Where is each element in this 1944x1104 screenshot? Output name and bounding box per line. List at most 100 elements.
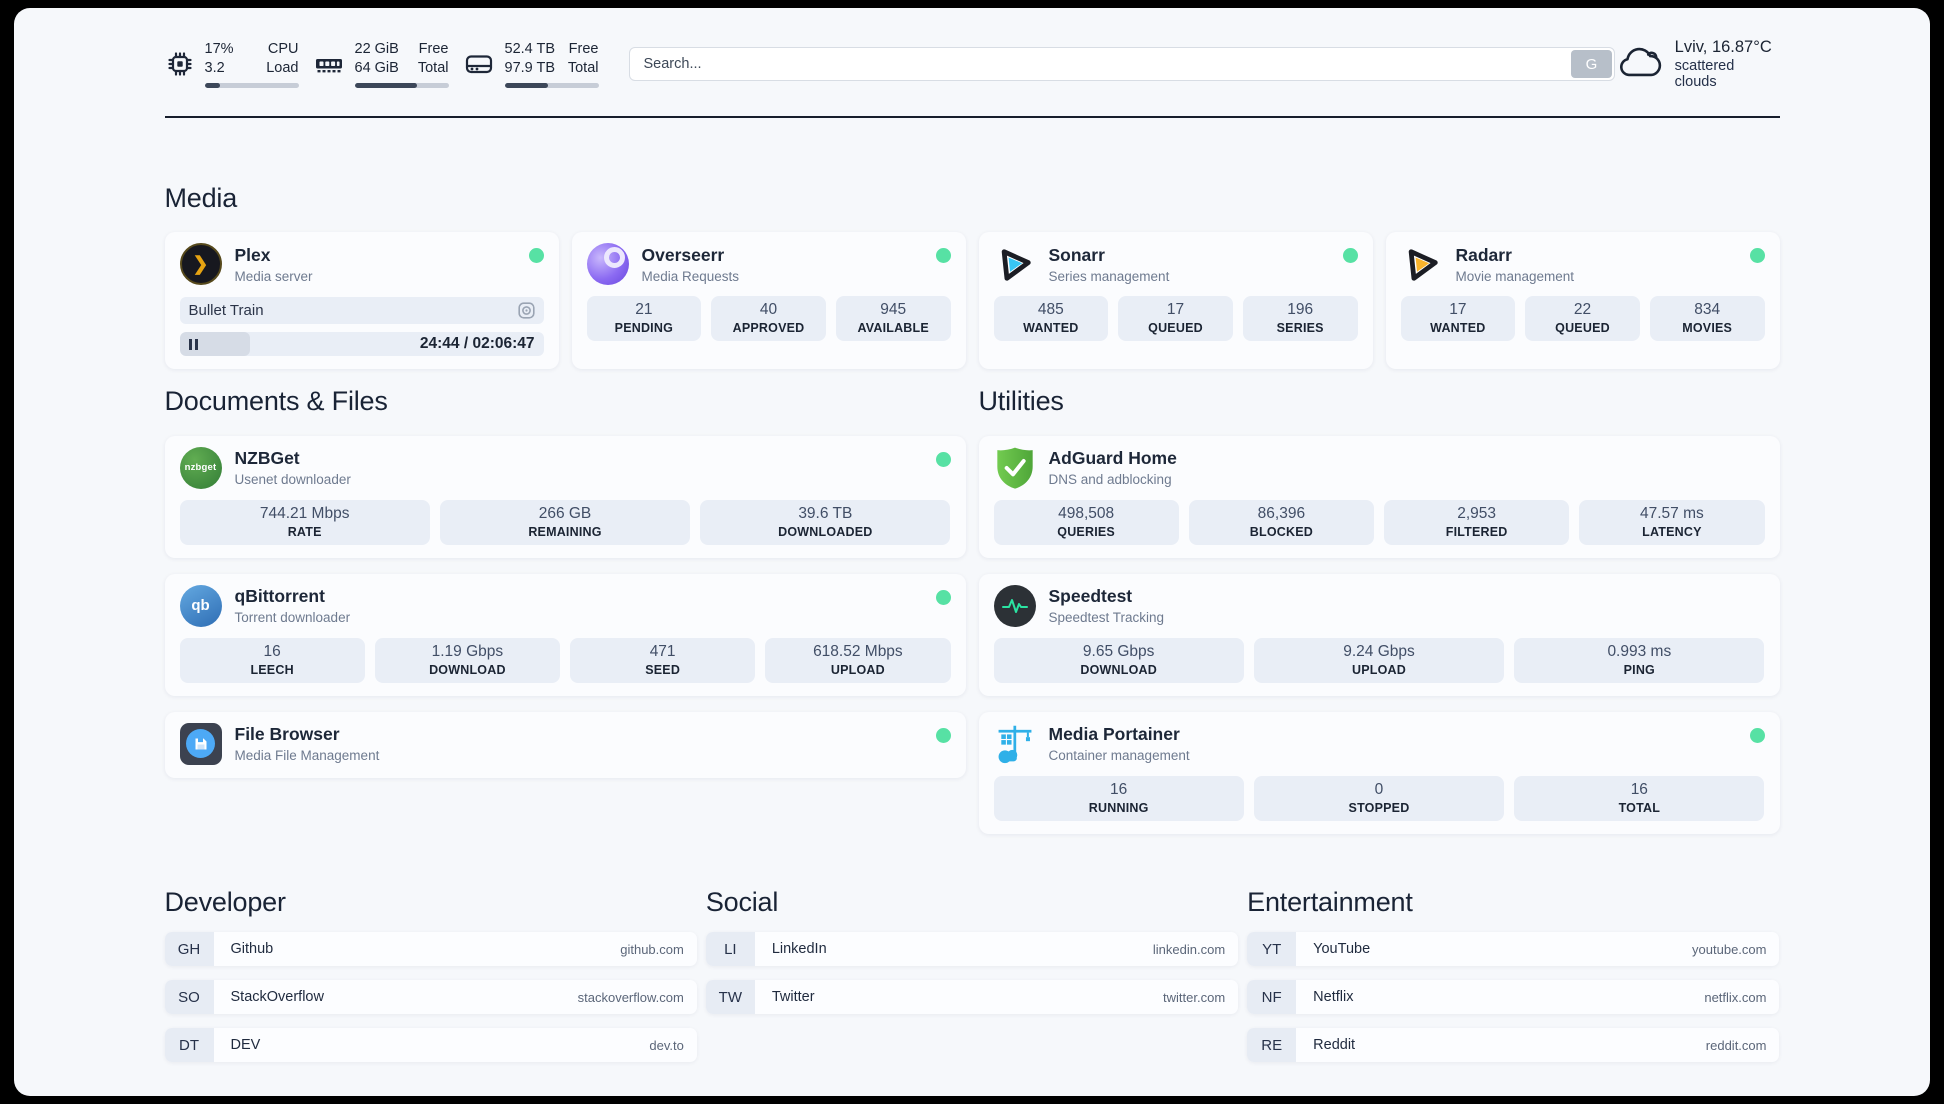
radarr-icon xyxy=(1401,243,1443,285)
stat-pill-total: 16 TOTAL xyxy=(1514,775,1765,821)
weather-widget: Lviv, 16.87°C scattered clouds xyxy=(1615,38,1780,90)
cpu-label-2: Load xyxy=(266,60,299,76)
stat-value: 485 xyxy=(1037,301,1064,319)
status-dot xyxy=(935,727,951,743)
link-name: Netflix xyxy=(1313,989,1354,1006)
plex-chevron-icon: ❯ xyxy=(192,253,209,275)
disk-widget: 52.4 TB 97.9 TB Free Total xyxy=(463,40,599,89)
stat-label: DOWNLOAD xyxy=(1080,662,1157,677)
search-box: G xyxy=(628,47,1615,81)
disk-label-2: Total xyxy=(567,60,599,76)
app-subtitle: Container management xyxy=(1048,748,1190,764)
link-domain: stackoverflow.com xyxy=(577,989,684,1005)
app-title: File Browser xyxy=(234,724,340,745)
portainer-crane-icon xyxy=(994,723,1036,765)
section-title-documents: Documents & Files xyxy=(164,386,388,417)
link-row-stackoverflow[interactable]: SO StackOverflow stackoverflow.com xyxy=(164,980,697,1015)
link-row-github[interactable]: GH Github github.com xyxy=(164,932,697,967)
search-engine-button[interactable]: G xyxy=(1571,50,1612,78)
stat-pill-latency: 47.57 ms LATENCY xyxy=(1579,499,1765,545)
link-row-twitter[interactable]: TW Twitter twitter.com xyxy=(705,980,1239,1015)
documents-column: nzbget NZBGet Usenet downloader 744.21 M… xyxy=(164,435,966,834)
app-subtitle: Series management xyxy=(1048,268,1170,284)
playback-progressbar[interactable]: 24:44 / 02:06:47 xyxy=(179,332,544,357)
app-subtitle: Speedtest Tracking xyxy=(1048,610,1165,626)
stat-pill-remaining: 266 GB REMAINING xyxy=(439,499,691,545)
floppy-disk-icon xyxy=(186,729,215,759)
stat-pill-running: 16 RUNNING xyxy=(993,775,1244,821)
stat-label: WANTED xyxy=(1430,321,1486,336)
stat-pill-stopped: 0 STOPPED xyxy=(1253,775,1505,821)
stat-pill-ping: 0.993 ms PING xyxy=(1514,637,1765,683)
stat-label: RUNNING xyxy=(1088,800,1149,815)
scattered-clouds-icon xyxy=(1620,47,1662,77)
link-row-netflix[interactable]: NF Netflix netflix.com xyxy=(1247,980,1780,1015)
app-title: Plex xyxy=(234,244,271,265)
search-input[interactable] xyxy=(629,56,1571,72)
app-card-plex[interactable]: ❯ Plex Media server Bullet Train 24:44 /… xyxy=(164,232,559,370)
playback-time: 24:44 / 02:06:47 xyxy=(419,335,535,353)
stat-value: 945 xyxy=(880,301,907,319)
disk-label-1: Free xyxy=(568,40,599,57)
stat-pill-upload: 9.24 Gbps UPLOAD xyxy=(1253,637,1505,683)
app-card-qbittorrent[interactable]: qb qBittorrent Torrent downloader 16 LEE… xyxy=(164,573,966,696)
stat-pill-upload: 618.52 Mbps UPLOAD xyxy=(765,637,951,683)
now-playing-title-row: Bullet Train xyxy=(179,297,544,325)
section-title-utilities: Utilities xyxy=(978,386,1064,417)
app-title: NZBGet xyxy=(234,448,300,469)
app-card-portainer[interactable]: Media Portainer Container management 16 … xyxy=(978,711,1780,834)
stat-value: 39.6 TB xyxy=(798,504,853,522)
stat-value: 16 xyxy=(263,642,281,660)
stat-label: UPLOAD xyxy=(1352,662,1406,677)
disk-progressbar xyxy=(504,83,599,89)
app-card-filebrowser[interactable]: File Browser Media File Management xyxy=(164,711,966,778)
stat-pill-wanted: 17 WANTED xyxy=(1400,296,1516,342)
link-row-reddit[interactable]: RE Reddit reddit.com xyxy=(1247,1028,1780,1063)
cpu-load-value: 3.2 xyxy=(204,60,225,76)
app-card-adguard[interactable]: AdGuard Home DNS and adblocking 498,508 … xyxy=(978,435,1780,558)
link-row-linkedin[interactable]: LI LinkedIn linkedin.com xyxy=(705,932,1239,967)
stat-value: 2,953 xyxy=(1457,504,1497,522)
stat-label: BLOCKED xyxy=(1249,524,1313,539)
app-title: qBittorrent xyxy=(234,586,325,607)
stat-pill-leech: 16 LEECH xyxy=(179,637,365,683)
status-dot xyxy=(935,589,951,605)
link-name: StackOverflow xyxy=(230,989,324,1006)
link-badge: SO xyxy=(164,980,214,1015)
stat-label: FILTERED xyxy=(1445,524,1508,539)
stat-label: STOPPED xyxy=(1348,800,1410,815)
app-card-radarr[interactable]: Radarr Movie management 17 WANTED 22 QUE… xyxy=(1385,232,1780,370)
now-playing-title: Bullet Train xyxy=(188,302,264,320)
app-card-overseerr[interactable]: Overseerr Media Requests 21 PENDING 40 A… xyxy=(571,232,966,370)
header-divider xyxy=(164,116,1780,118)
link-domain: twitter.com xyxy=(1163,989,1226,1005)
app-subtitle: Media File Management xyxy=(234,748,380,764)
weather-location-temp: Lviv, 16.87°C xyxy=(1674,38,1772,56)
dashboard-panel: 17% 3.2 CPU Load xyxy=(14,8,1930,1096)
stat-value: 17 xyxy=(1166,301,1185,319)
stat-pill-queries: 498,508 QUERIES xyxy=(993,499,1179,545)
link-row-youtube[interactable]: YT YouTube youtube.com xyxy=(1247,932,1780,967)
link-badge: DT xyxy=(164,1028,214,1063)
qbittorrent-icon: qb xyxy=(179,584,222,627)
app-card-speedtest[interactable]: Speedtest Speedtest Tracking 9.65 Gbps D… xyxy=(978,573,1780,696)
sonarr-icon xyxy=(994,243,1036,285)
stat-pill-downloaded: 39.6 TB DOWNLOADED xyxy=(700,499,951,545)
overseerr-icon xyxy=(586,243,629,286)
app-card-sonarr[interactable]: Sonarr Series management 485 WANTED 17 Q… xyxy=(978,232,1373,370)
adguard-shield-icon xyxy=(994,447,1036,489)
section-title-media: Media xyxy=(164,183,238,213)
weather-condition: scattered clouds xyxy=(1674,58,1735,90)
link-badge: LI xyxy=(705,932,755,967)
stat-value: 744.21 Mbps xyxy=(259,504,350,522)
media-card-grid: ❯ Plex Media server Bullet Train 24:44 /… xyxy=(164,232,1780,370)
link-row-dev[interactable]: DT DEV dev.to xyxy=(164,1028,697,1063)
status-dot xyxy=(1749,248,1765,264)
nzbget-icon: nzbget xyxy=(179,446,222,489)
link-name: Reddit xyxy=(1313,1037,1356,1054)
app-card-nzbget[interactable]: nzbget NZBGet Usenet downloader 744.21 M… xyxy=(164,435,966,558)
app-title: Media Portainer xyxy=(1048,724,1180,745)
ram-stick-icon xyxy=(315,59,342,73)
nzbget-icon-text: nzbget xyxy=(184,462,217,474)
link-name: YouTube xyxy=(1313,941,1371,958)
